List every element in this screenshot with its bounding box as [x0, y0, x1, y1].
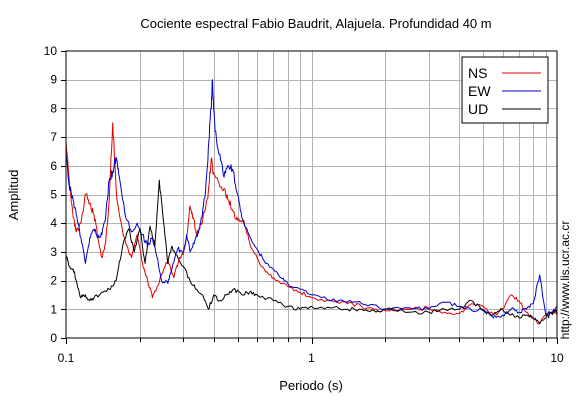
y-tick-label: 0 — [50, 331, 57, 345]
grid — [66, 51, 557, 338]
x-tick-label: 0.1 — [58, 351, 75, 365]
y-tick-label: 1 — [50, 302, 57, 316]
y-tick-label: 6 — [50, 159, 57, 173]
y-tick-label: 4 — [50, 216, 57, 230]
y-tick-label: 8 — [50, 101, 57, 115]
legend-label-ns: NS — [468, 65, 487, 81]
x-tick-label: 1 — [308, 351, 315, 365]
legend-box — [461, 56, 549, 124]
x-tick-labels: 0.1 1 10 — [58, 351, 564, 365]
y-tick-label: 2 — [50, 274, 57, 288]
y-tick-label: 5 — [50, 188, 57, 202]
x-axis-title: Periodo (s) — [279, 378, 343, 393]
axis-ticks — [61, 51, 558, 344]
y-tick-labels: 0 1 2 3 4 5 6 7 8 9 10 — [44, 44, 58, 345]
legend-label-ud: UD — [468, 101, 488, 117]
series-line-ud — [65, 179, 558, 325]
plot-frame — [65, 50, 558, 339]
x-tick-label: 10 — [550, 351, 564, 365]
source-url: http://www.lis.ucr.ac.cr — [558, 221, 572, 340]
series-line-ns — [65, 122, 558, 325]
legend: NS EW UD — [461, 56, 549, 124]
chart-title: Cociente espectral Fabio Baudrit, Alajue… — [140, 16, 491, 31]
legend-label-ew: EW — [468, 83, 491, 99]
y-tick-label: 10 — [44, 44, 58, 58]
series-group — [65, 79, 558, 325]
y-tick-label: 9 — [50, 73, 57, 87]
y-tick-label: 3 — [50, 245, 57, 259]
y-axis-title: Amplitud — [6, 170, 21, 221]
y-tick-label: 7 — [50, 130, 57, 144]
